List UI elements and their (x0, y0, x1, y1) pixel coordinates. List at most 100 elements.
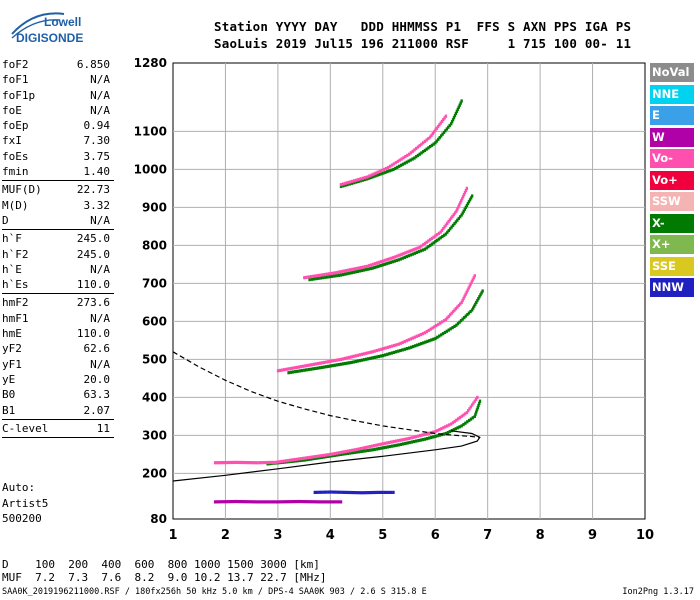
echo-point (333, 363, 336, 367)
echo-point (316, 500, 320, 504)
echo-point (346, 361, 349, 365)
echo-point (337, 453, 341, 457)
echo-point (381, 263, 384, 267)
echo-point (395, 258, 398, 263)
echo-point (249, 500, 253, 504)
param-value: 11 (96, 421, 110, 435)
echo-point (344, 183, 347, 187)
param-name: foEs (2, 149, 29, 163)
echo-point (381, 354, 385, 358)
param-value: 245.0 (76, 247, 110, 261)
echo-point (398, 253, 401, 257)
echo-point (329, 500, 332, 504)
echo-point (428, 339, 431, 343)
echo-point (448, 218, 452, 222)
echo-point (355, 447, 358, 452)
echo-point (424, 340, 427, 344)
echo-point (444, 431, 448, 436)
echo-point (300, 457, 303, 461)
param-value: 7.30 (83, 134, 111, 148)
x-tick-label: 9 (588, 528, 597, 543)
echo-point (414, 247, 417, 251)
echo-point (459, 302, 462, 306)
echo-point (397, 443, 400, 447)
param-name: hmF1 (2, 311, 29, 325)
echo-point (417, 333, 421, 338)
echo-point (304, 456, 308, 460)
echo-point (396, 159, 399, 164)
param-row: fxI 7.30 (2, 133, 114, 148)
echo-point (412, 439, 416, 444)
echo-point (318, 273, 322, 277)
echo-point (379, 264, 382, 268)
echo-point (459, 101, 462, 105)
echo-point (458, 320, 461, 324)
echo-point (390, 351, 393, 355)
echo-point (432, 430, 435, 434)
echo-point (386, 352, 389, 356)
echo-point (296, 369, 299, 373)
echo-point (447, 125, 450, 129)
echo-point (283, 368, 286, 372)
echo-point (320, 365, 324, 370)
echo-point (289, 458, 292, 462)
legend-item-sse: SSE (650, 256, 694, 276)
echo-point (377, 447, 381, 451)
echo-point (372, 262, 375, 266)
echo-point (421, 433, 424, 437)
echo-point (305, 458, 308, 462)
echo-point (339, 362, 343, 366)
echo-point (421, 243, 425, 247)
echo-point (459, 201, 462, 205)
param-row: foF1p N/A (2, 88, 114, 103)
echo-point (461, 211, 464, 215)
echo-point (427, 436, 431, 440)
echo-point (337, 273, 340, 277)
echo-point (384, 445, 387, 449)
echo-point (438, 136, 441, 140)
echo-point (291, 366, 294, 370)
echo-point (312, 362, 315, 366)
echo-point (358, 353, 362, 357)
legend-item-ssw: SSW (650, 192, 694, 211)
echo-point (360, 352, 364, 356)
echo-point (282, 459, 285, 463)
echo-point (318, 490, 321, 494)
echo-point (323, 365, 326, 369)
echo-point (451, 310, 455, 314)
echo-point (358, 491, 361, 495)
echo-point (271, 460, 275, 464)
echo-point (332, 271, 335, 275)
echo-point (355, 180, 358, 184)
param-name: foF1 (2, 73, 29, 87)
param-name: fxI (2, 134, 22, 148)
echo-point (325, 365, 328, 369)
echo-point (416, 145, 420, 149)
echo-point (318, 454, 321, 458)
echo-point (369, 356, 372, 360)
echo-point (466, 288, 469, 292)
echo-point (390, 444, 394, 448)
echo-point (456, 417, 460, 421)
y-tick-label: 200 (142, 466, 167, 480)
param-row: D N/A (2, 213, 114, 228)
echo-point (445, 127, 449, 131)
echo-point (413, 156, 416, 160)
param-name: foE (2, 103, 22, 117)
echo-point (362, 449, 365, 453)
echo-point (310, 363, 313, 367)
logo-line2: DIGISONDE (16, 31, 83, 45)
echo-point (363, 177, 367, 182)
echo-point (456, 107, 460, 111)
echo-point (216, 461, 219, 465)
echo-point (213, 500, 217, 504)
echo-point (338, 270, 342, 274)
echo-point (457, 216, 460, 221)
param-value: 63.3 (83, 388, 111, 402)
echo-point (440, 320, 444, 324)
echo-point (316, 361, 320, 366)
echo-point (451, 421, 455, 425)
echo-point (314, 500, 318, 504)
echo-point (442, 432, 446, 436)
echo-point (213, 461, 217, 465)
